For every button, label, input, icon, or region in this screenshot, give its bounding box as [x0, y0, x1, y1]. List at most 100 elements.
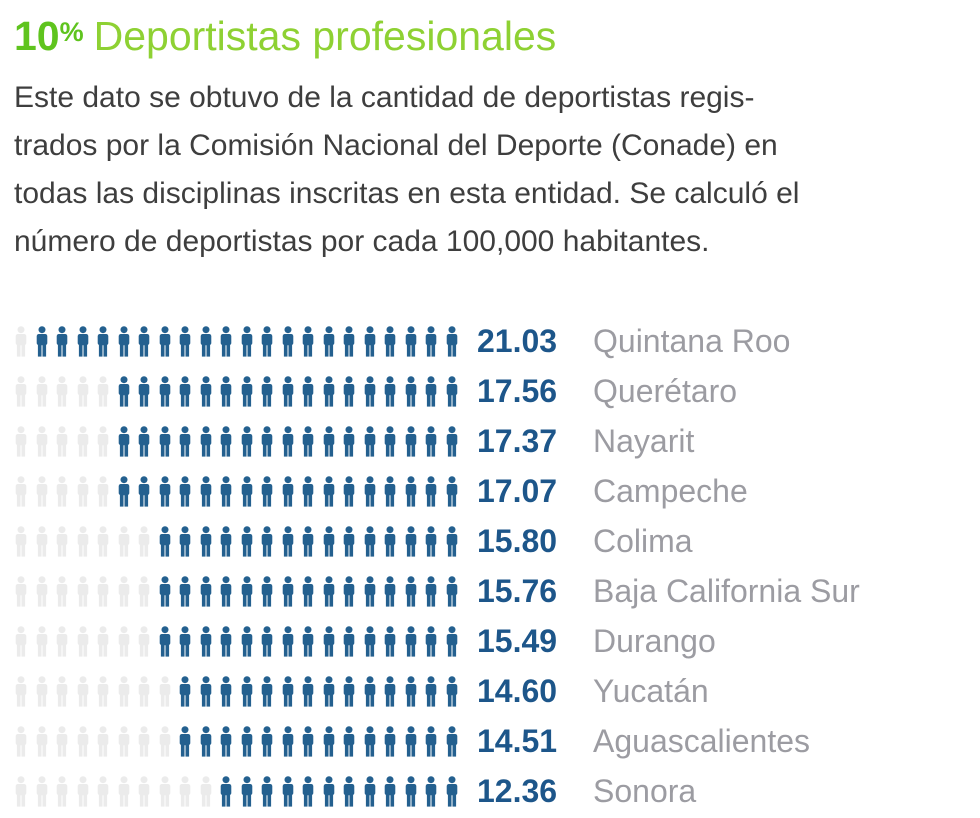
person-icon [281, 575, 295, 607]
person-icon [14, 675, 28, 707]
person-icon [199, 725, 213, 757]
person-icon [240, 525, 254, 557]
person-icon [342, 775, 356, 807]
person-icon [240, 425, 254, 457]
person-icon [35, 625, 49, 657]
person-icon [240, 675, 254, 707]
person-icon [281, 525, 295, 557]
person-icon [260, 425, 274, 457]
row-state-label: Nayarit [593, 422, 695, 459]
row-state-label: Yucatán [593, 672, 709, 709]
person-icon [342, 725, 356, 757]
person-icon [158, 375, 172, 407]
person-icon [424, 475, 438, 507]
row-value: 15.49 [477, 622, 558, 659]
pictogram-chart: 21.03 Quintana Roo 17.56 Querétaro 17.37… [14, 316, 966, 816]
person-icon [445, 325, 459, 357]
person-icon [76, 475, 90, 507]
person-icon [178, 375, 192, 407]
person-icon [445, 775, 459, 807]
person-icon [137, 375, 151, 407]
person-icon [342, 425, 356, 457]
person-icon [76, 325, 90, 357]
person-icon [404, 625, 418, 657]
person-icon [14, 375, 28, 407]
section-title: Deportistas profesionales [93, 13, 557, 59]
icon-strip [14, 575, 469, 607]
person-icon [342, 375, 356, 407]
person-icon [35, 575, 49, 607]
person-icon [363, 575, 377, 607]
person-icon [96, 675, 110, 707]
person-icon [199, 625, 213, 657]
person-icon [199, 525, 213, 557]
person-icon [117, 325, 131, 357]
person-icon [260, 625, 274, 657]
row-value: 12.36 [477, 772, 558, 809]
description-line: Este dato se obtuvo de la cantidad de de… [14, 81, 755, 114]
person-icon [383, 775, 397, 807]
person-icon [240, 775, 254, 807]
icon-strip [14, 775, 469, 807]
person-icon [137, 775, 151, 807]
person-icon [322, 625, 336, 657]
person-icon [219, 675, 233, 707]
person-icon [219, 725, 233, 757]
row-state-label: Aguascalientes [593, 722, 811, 759]
chart-row: 15.76 Baja California Sur [14, 566, 966, 616]
person-icon [383, 625, 397, 657]
person-icon [117, 625, 131, 657]
row-state-label: Quintana Roo [593, 322, 791, 359]
percent-value: 10 [14, 13, 60, 59]
person-icon [445, 575, 459, 607]
person-icon [219, 425, 233, 457]
person-icon [383, 475, 397, 507]
person-icon [178, 675, 192, 707]
row-value: 14.60 [477, 672, 558, 709]
person-icon [117, 675, 131, 707]
person-icon [158, 525, 172, 557]
person-icon [424, 725, 438, 757]
person-icon [383, 325, 397, 357]
row-value: 14.51 [477, 722, 558, 759]
chart-row: 17.07 Campeche [14, 466, 966, 516]
person-icon [383, 425, 397, 457]
person-icon [260, 375, 274, 407]
person-icon [404, 725, 418, 757]
person-icon [260, 775, 274, 807]
person-icon [404, 575, 418, 607]
person-icon [281, 675, 295, 707]
person-icon [260, 575, 274, 607]
person-icon [137, 525, 151, 557]
person-icon [219, 775, 233, 807]
person-icon [404, 375, 418, 407]
person-icon [281, 725, 295, 757]
person-icon [424, 525, 438, 557]
person-icon [199, 475, 213, 507]
person-icon [445, 475, 459, 507]
person-icon [363, 775, 377, 807]
person-icon [322, 775, 336, 807]
person-icon [301, 675, 315, 707]
chart-row: 14.60 Yucatán [14, 666, 966, 716]
person-icon [260, 325, 274, 357]
person-icon [240, 375, 254, 407]
person-icon [342, 325, 356, 357]
person-icon [383, 725, 397, 757]
chart-row: 15.49 Durango [14, 616, 966, 666]
person-icon [14, 575, 28, 607]
person-icon [55, 325, 69, 357]
person-icon [424, 325, 438, 357]
person-icon [404, 325, 418, 357]
person-icon [199, 775, 213, 807]
row-state-label: Querétaro [593, 372, 738, 409]
person-icon [445, 375, 459, 407]
person-icon [363, 525, 377, 557]
person-icon [383, 675, 397, 707]
person-icon [117, 425, 131, 457]
icon-strip [14, 425, 469, 457]
icon-strip [14, 475, 469, 507]
person-icon [342, 575, 356, 607]
icon-strip [14, 375, 469, 407]
person-icon [178, 625, 192, 657]
